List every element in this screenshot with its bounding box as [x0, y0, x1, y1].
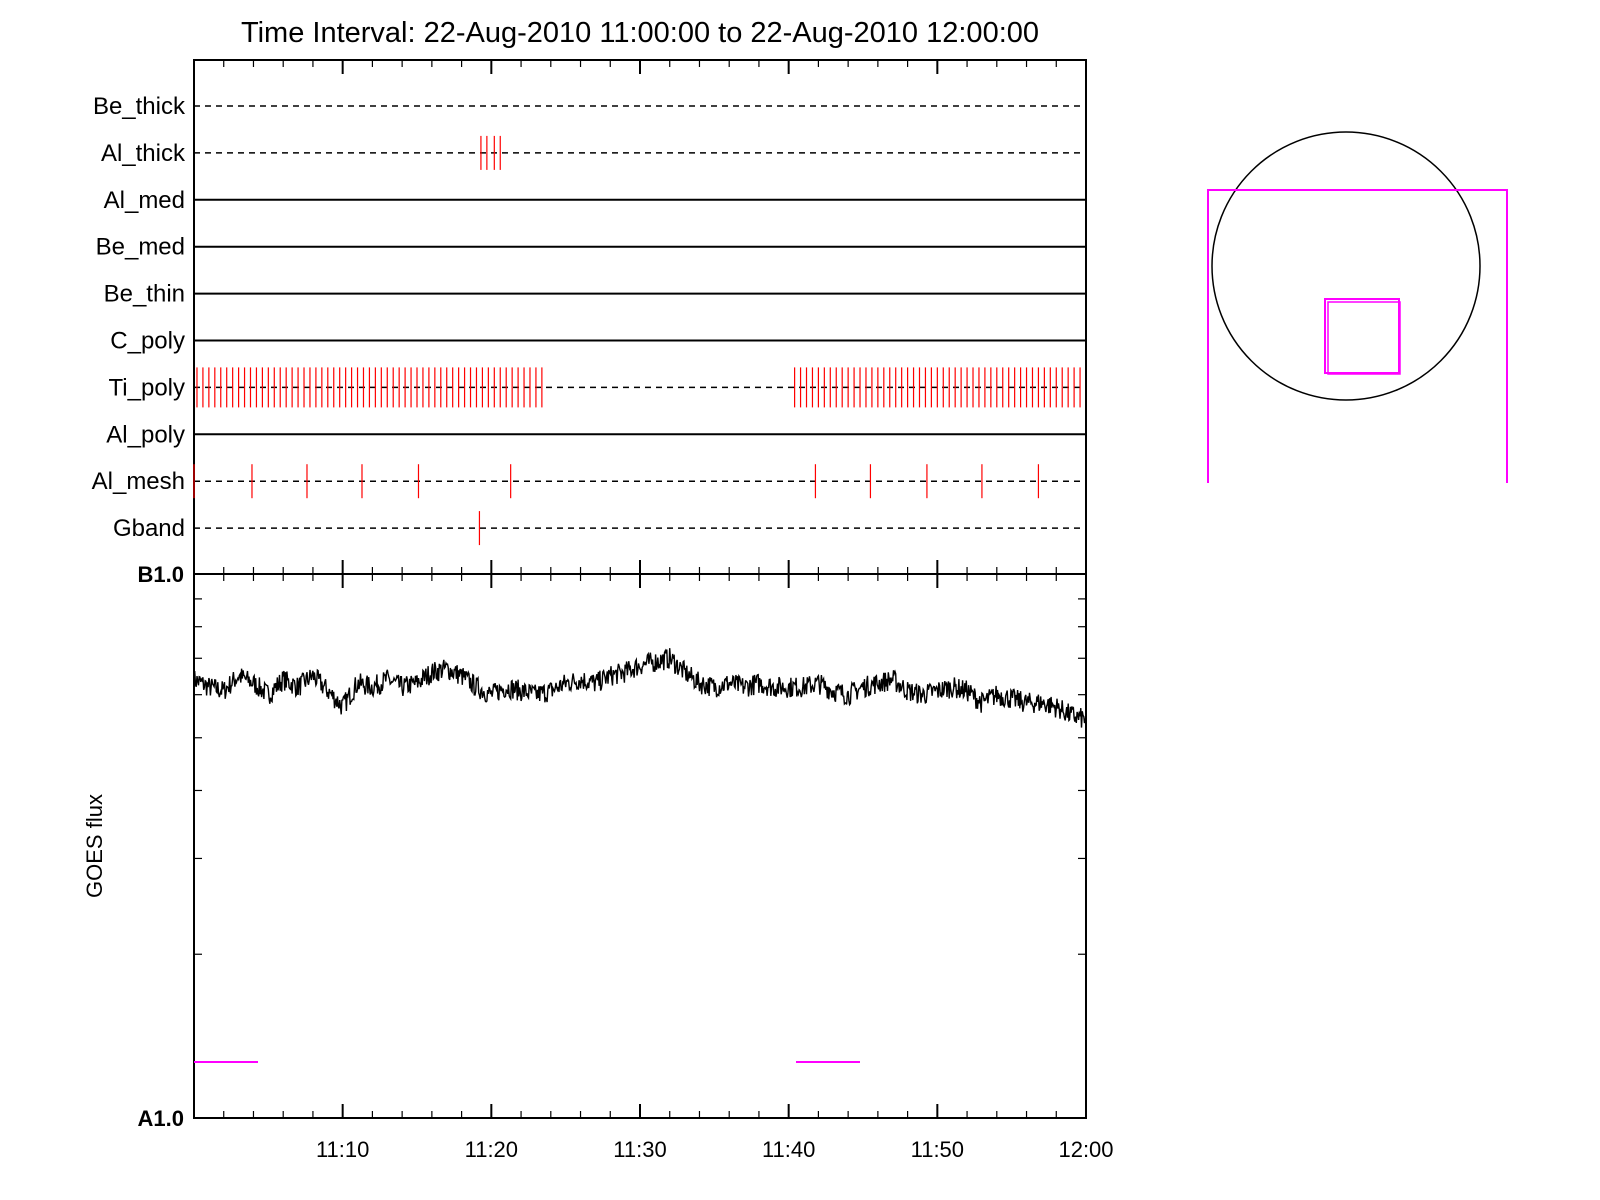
x-tick-label: 11:30 [613, 1137, 666, 1162]
filter-label: Al_poly [106, 421, 185, 448]
x-tick-label: 11:20 [465, 1137, 518, 1162]
filter-timeline-panel: Be_thick Al_thick Al_med Be_med Be_thin C_pol… [92, 59, 1087, 575]
pointing-diagram [1207, 131, 1508, 483]
large-fov-box [1207, 189, 1508, 483]
x-tick-label: 11:40 [762, 1137, 815, 1162]
x-tick-label: 11:50 [911, 1137, 964, 1162]
filter-label: Ti_poly [109, 374, 185, 401]
filter-label: Be_thin [104, 281, 185, 308]
sun-disk-circle [1211, 131, 1481, 401]
chart-title: Time Interval: 22-Aug-2010 11:00:00 to 2… [241, 17, 1039, 49]
filter-label: Be_thick [93, 93, 186, 120]
x-tick-label: 12:00 [1058, 1137, 1113, 1162]
flux-x-tick-labels: 11:10 11:20 11:30 11:40 11:50 12:00 [316, 1137, 1114, 1162]
filter-label: C_poly [110, 328, 185, 355]
y-tick-label: A1.0 [138, 1106, 184, 1131]
y-tick-label: B1.0 [138, 562, 184, 587]
filter-label: Be_med [96, 234, 185, 261]
filter-label: Gband [113, 515, 185, 542]
y-axis-label: GOES flux [82, 794, 107, 898]
filter-labels: Be_thick Al_thick Al_med Be_med Be_thin C_pol… [92, 93, 186, 542]
goes-flux-line [193, 648, 1087, 728]
filter-rows [194, 105, 1086, 529]
flux-y-tick-labels: B1.0 A1.0 [138, 562, 184, 1131]
flux-axis-ticks [193, 574, 1087, 1118]
flux-frame [193, 573, 1087, 1119]
timeline-axis-ticks [193, 60, 1087, 574]
filter-label: Al_mesh [92, 468, 185, 495]
event-ticks [193, 135, 1081, 546]
x-tick-label: 11:10 [316, 1137, 369, 1162]
small-fov-box [1324, 298, 1400, 374]
filter-label: Al_thick [101, 140, 186, 167]
filter-label: Al_med [104, 187, 185, 214]
goes-flux-panel: B1.0A1.0 11:10 11:20 11:30 11:40 11:50 12:00 … [82, 562, 1114, 1162]
small-fov-box-inner [1327, 301, 1401, 375]
timeline-frame [193, 59, 1087, 575]
